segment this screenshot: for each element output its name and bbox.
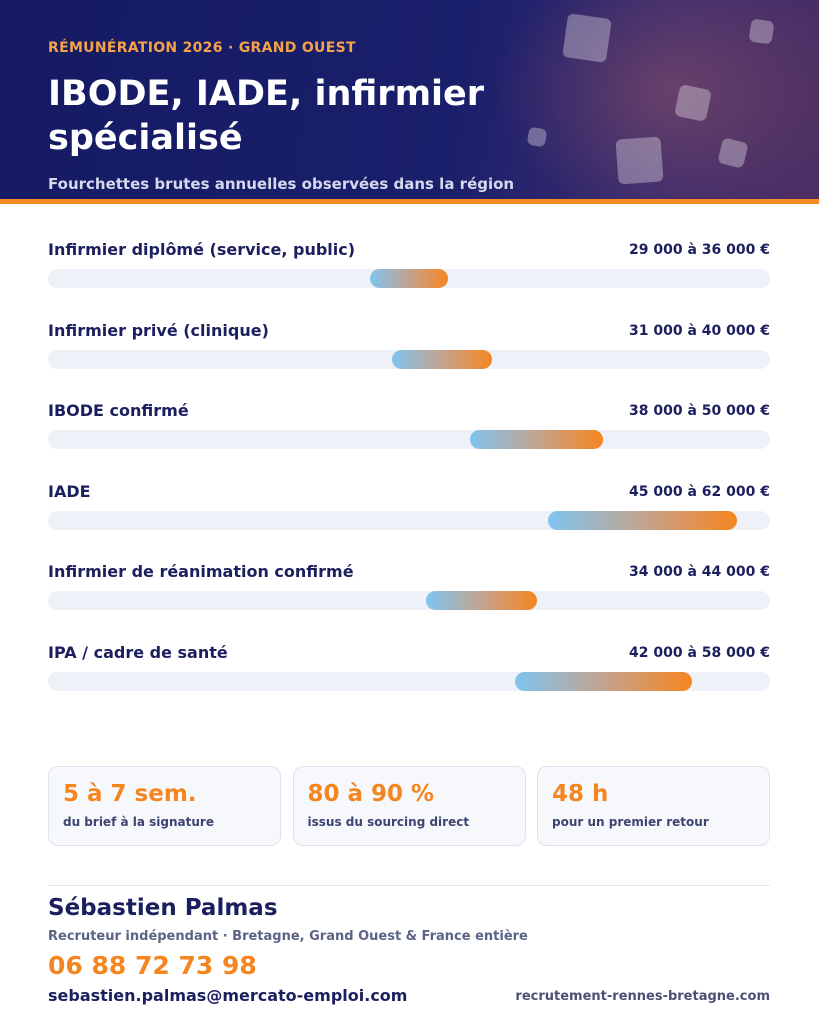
salary-range-bar: [514, 671, 693, 691]
salary-row-value: 34 000 à 44 000 €: [629, 564, 770, 581]
contact-email-link[interactable]: sebastien.palmas@mercato-emploi.com: [48, 986, 408, 1005]
salary-row-value: 38 000 à 50 000 €: [629, 403, 770, 420]
salary-row-value: 42 000 à 58 000 €: [629, 644, 770, 661]
salary-range-bar: [392, 349, 493, 369]
salary-row-label: IPA / cadre de santé: [48, 642, 228, 662]
salary-range-bar: [470, 430, 604, 450]
stat-card: 5 à 7 sem. du brief à la signature: [48, 766, 281, 846]
salary-row-label: IBODE confirmé: [48, 401, 189, 421]
decor-square: [562, 13, 612, 63]
salary-row-label: Infirmier de réanimation confirmé: [48, 562, 354, 582]
salary-row-value: 31 000 à 40 000 €: [629, 322, 770, 339]
stat-value: 5 à 7 sem.: [63, 781, 197, 807]
stat-caption: issus du sourcing direct: [307, 815, 470, 829]
page-subtitle: Fourchettes brutes annuelles observées d…: [48, 175, 515, 193]
contact-name: Sébastien Palmas: [48, 895, 278, 921]
salary-row-value: 29 000 à 36 000 €: [629, 242, 770, 258]
salary-range-bar: [425, 591, 537, 611]
header-banner: RÉMUNÉRATION 2026 · GRAND OUEST IBODE, I…: [0, 0, 819, 204]
eyebrow-label: RÉMUNÉRATION 2026 · GRAND OUEST: [48, 40, 356, 56]
stat-card: 80 à 90 % issus du sourcing direct: [292, 766, 526, 846]
salary-range-track: [48, 671, 770, 691]
stat-caption: du brief à la signature: [63, 815, 214, 829]
stat-value: 48 h: [552, 781, 609, 807]
footer-divider: [48, 885, 770, 886]
contact-phone[interactable]: 06 88 72 73 98: [48, 951, 257, 980]
salary-row: IADE 45 000 à 62 000 €: [48, 480, 770, 561]
decor-square: [748, 18, 775, 45]
contact-role: Recruteur indépendant · Bretagne, Grand …: [48, 929, 528, 944]
stat-card: 48 h pour un premier retour: [537, 766, 770, 846]
salary-row: Infirmier privé (clinique) 31 000 à 40 00…: [48, 319, 770, 400]
salary-range-track: [48, 430, 770, 450]
salary-row-label: Infirmier privé (clinique): [48, 320, 269, 340]
salary-row: IPA / cadre de santé 42 000 à 58 000 €: [48, 641, 770, 722]
page-title: IBODE, IADE, infirmier spécialisé: [48, 74, 485, 158]
decor-square: [674, 84, 712, 122]
salary-row: Infirmier de réanimation confirmé 34 000 …: [48, 560, 770, 641]
salary-range-bar: [547, 510, 737, 530]
stat-caption: pour un premier retour: [552, 815, 709, 829]
salary-range-track: [48, 269, 770, 288]
salary-range-track: [48, 349, 770, 369]
salary-row: IBODE confirmé 38 000 à 50 000 €: [48, 399, 770, 480]
salary-range-chart: Infirmier diplômé (service, public) 29 00…: [48, 238, 770, 722]
salary-row-value: 45 000 à 62 000 €: [629, 483, 770, 500]
salary-range-bar: [370, 269, 448, 288]
salary-range-track: [48, 510, 770, 530]
contact-website-link[interactable]: recrutement-rennes-bretagne.com: [515, 989, 770, 1004]
salary-range-track: [48, 591, 770, 611]
decor-square: [615, 136, 664, 185]
salary-row-label: Infirmier diplômé (service, public): [48, 240, 356, 259]
salary-row: Infirmier diplômé (service, public) 29 00…: [48, 238, 770, 319]
header-glow: [479, 0, 819, 204]
salary-row-label: IADE: [48, 481, 91, 501]
stats-cards: 5 à 7 sem. du brief à la signature 80 à 90…: [48, 766, 770, 846]
stat-value: 80 à 90 %: [307, 781, 435, 807]
